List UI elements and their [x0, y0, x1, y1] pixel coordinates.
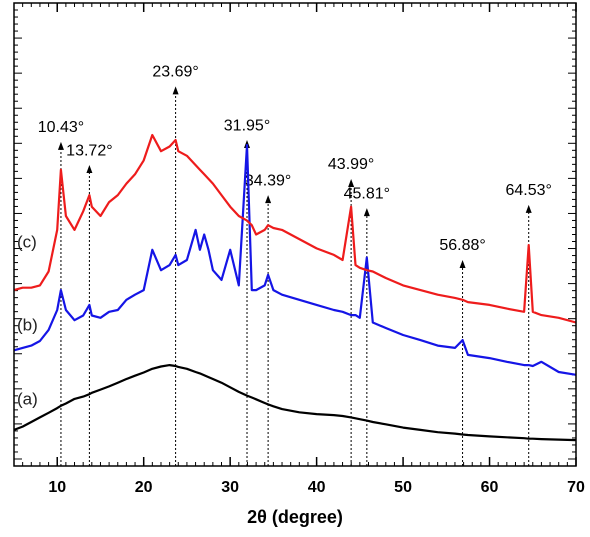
peak-arrow	[57, 141, 64, 150]
x-tick-label: 10	[48, 479, 66, 496]
x-tick-label: 40	[308, 479, 326, 496]
peak-arrow	[525, 204, 532, 213]
peak-arrow	[348, 178, 355, 187]
peak-label: 64.53°	[505, 182, 551, 199]
peak-label: 43.99°	[328, 156, 374, 173]
series-label: (a)	[17, 389, 38, 408]
peak-label: 23.69°	[152, 64, 198, 81]
peak-arrow	[86, 165, 93, 174]
x-tick-label: 20	[135, 479, 153, 496]
peak-arrow	[363, 208, 370, 217]
series-line	[13, 133, 577, 324]
series-line	[13, 364, 577, 442]
peak-label: 13.72°	[66, 142, 112, 159]
peak-arrow	[459, 259, 466, 268]
peak-label: 31.95°	[224, 117, 270, 134]
peak-label: 45.81°	[344, 185, 390, 202]
series-line	[13, 144, 577, 376]
peak-label: 34.39°	[245, 172, 291, 189]
peak-label: 10.43°	[38, 119, 84, 136]
series-label: (b)	[17, 316, 38, 335]
x-axis-label: 2θ (degree)	[247, 507, 343, 527]
series-label: (c)	[17, 233, 37, 252]
plot-frame	[13, 2, 577, 467]
peak-label: 56.88°	[439, 237, 485, 254]
peak-arrow	[172, 86, 179, 95]
x-tick-label: 30	[221, 479, 239, 496]
x-tick-label: 70	[567, 479, 585, 496]
peak-arrow	[265, 195, 272, 204]
x-tick-label: 60	[481, 479, 499, 496]
x-tick-label: 50	[394, 479, 412, 496]
